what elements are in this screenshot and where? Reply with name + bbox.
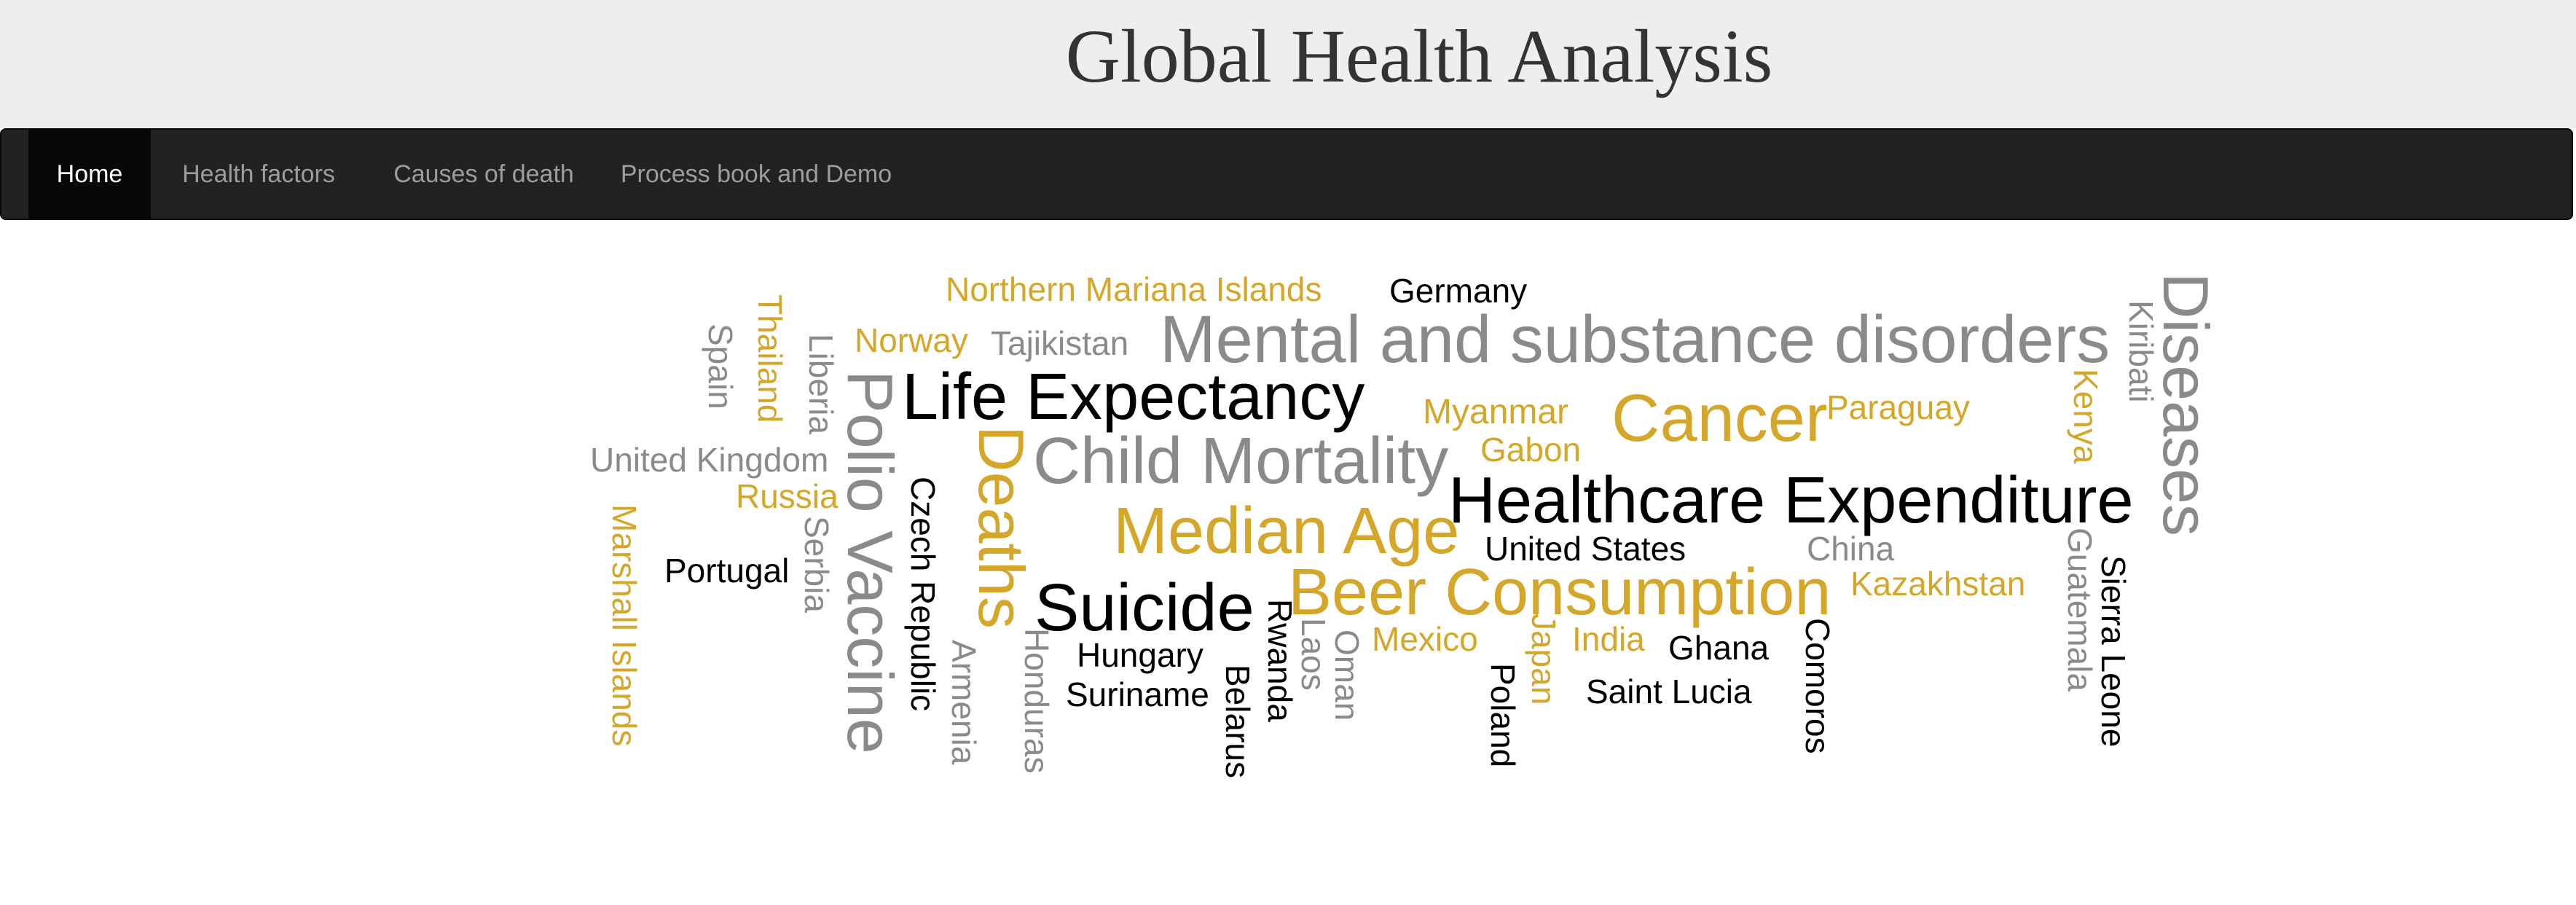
word-cloud-word[interactable]: Paraguay [1826, 388, 1970, 426]
word-cloud-word[interactable]: Child Mortality [1033, 425, 1449, 498]
word-cloud-word[interactable]: Polio Vaccine [834, 370, 906, 754]
word-cloud-word[interactable]: Tajikistan [991, 324, 1129, 362]
word-cloud-word[interactable]: Hungary [1077, 636, 1203, 674]
word-cloud-word[interactable]: Comoros [1799, 618, 1837, 754]
word-cloud-word[interactable]: Mental and substance disorders [1160, 302, 2110, 377]
word-cloud-word[interactable]: Norway [855, 321, 968, 359]
word-cloud-word[interactable]: Beer Consumption [1288, 556, 1831, 629]
word-cloud-word[interactable]: Kazakhstan [1850, 565, 2026, 603]
word-cloud-word[interactable]: United States [1485, 530, 1686, 568]
nav-causes-of-death[interactable]: Causes of death [393, 160, 574, 188]
word-cloud-word[interactable]: Marshall Islands [605, 504, 643, 747]
word-cloud-word[interactable]: Gabon [1480, 431, 1582, 469]
page-title: Global Health Analysis [1065, 15, 1773, 98]
word-cloud-word[interactable]: Poland [1484, 663, 1522, 768]
word-cloud-word[interactable]: Median Age [1113, 495, 1460, 568]
nav-home[interactable]: Home [28, 130, 151, 219]
word-cloud-word[interactable]: Deaths [965, 426, 1037, 629]
word-cloud-word[interactable]: Diseases [2150, 273, 2222, 536]
word-cloud-word[interactable]: Spain [702, 324, 739, 410]
word-cloud-word[interactable]: Life Expectancy [902, 361, 1365, 434]
word-cloud-word[interactable]: Japan [1525, 614, 1563, 705]
word-cloud-word[interactable]: Czech Republic [904, 477, 942, 712]
word-cloud-word[interactable]: Thailand [751, 294, 789, 423]
word-cloud: Northern Mariana Islands Germany Norway … [0, 220, 2576, 905]
word-cloud-word[interactable]: Northern Mariana Islands [946, 270, 1322, 308]
page-header: Global Health Analysis [0, 0, 2576, 128]
word-cloud-word[interactable]: Kenya [2067, 369, 2105, 464]
nav-health-factors[interactable]: Health factors [182, 160, 335, 188]
word-cloud-word[interactable]: Serbia [798, 516, 836, 613]
nav-process-book-demo[interactable]: Process book and Demo [620, 160, 892, 188]
word-cloud-word[interactable]: Saint Lucia [1586, 673, 1752, 710]
word-cloud-word[interactable]: Portugal [664, 552, 790, 589]
word-cloud-word[interactable]: Rwanda [1261, 599, 1299, 722]
word-cloud-word[interactable]: Sierra Leone [2094, 555, 2132, 748]
word-cloud-word[interactable]: India [1572, 620, 1645, 658]
word-cloud-word[interactable]: Belarus [1219, 665, 1257, 778]
word-cloud-word[interactable]: United Kingdom [590, 441, 829, 479]
word-cloud-word[interactable]: Guatemala [2061, 528, 2099, 692]
word-cloud-word[interactable]: Healthcare Expenditure [1448, 464, 2134, 537]
word-cloud-word[interactable]: China [1807, 530, 1895, 568]
word-cloud-word[interactable]: Liberia [802, 334, 840, 435]
word-cloud-word[interactable]: Russia [736, 477, 839, 515]
word-cloud-word[interactable]: Mexico [1372, 620, 1478, 658]
word-cloud-word[interactable]: Cancer [1611, 381, 1828, 455]
word-cloud-word[interactable]: Laos [1295, 618, 1332, 691]
word-cloud-word[interactable]: Suicide [1034, 571, 1254, 645]
word-cloud-word[interactable]: Ghana [1668, 629, 1770, 667]
word-cloud-word[interactable]: Germany [1389, 272, 1528, 310]
word-cloud-word[interactable]: Honduras [1018, 628, 1056, 774]
navbar: Home Health factors Causes of death Proc… [0, 128, 2573, 220]
word-cloud-word[interactable]: Oman [1328, 630, 1366, 721]
word-cloud-word[interactable]: Armenia [945, 640, 983, 765]
word-cloud-word[interactable]: Suriname [1066, 675, 1209, 713]
word-cloud-word[interactable]: Myanmar [1423, 393, 1569, 431]
